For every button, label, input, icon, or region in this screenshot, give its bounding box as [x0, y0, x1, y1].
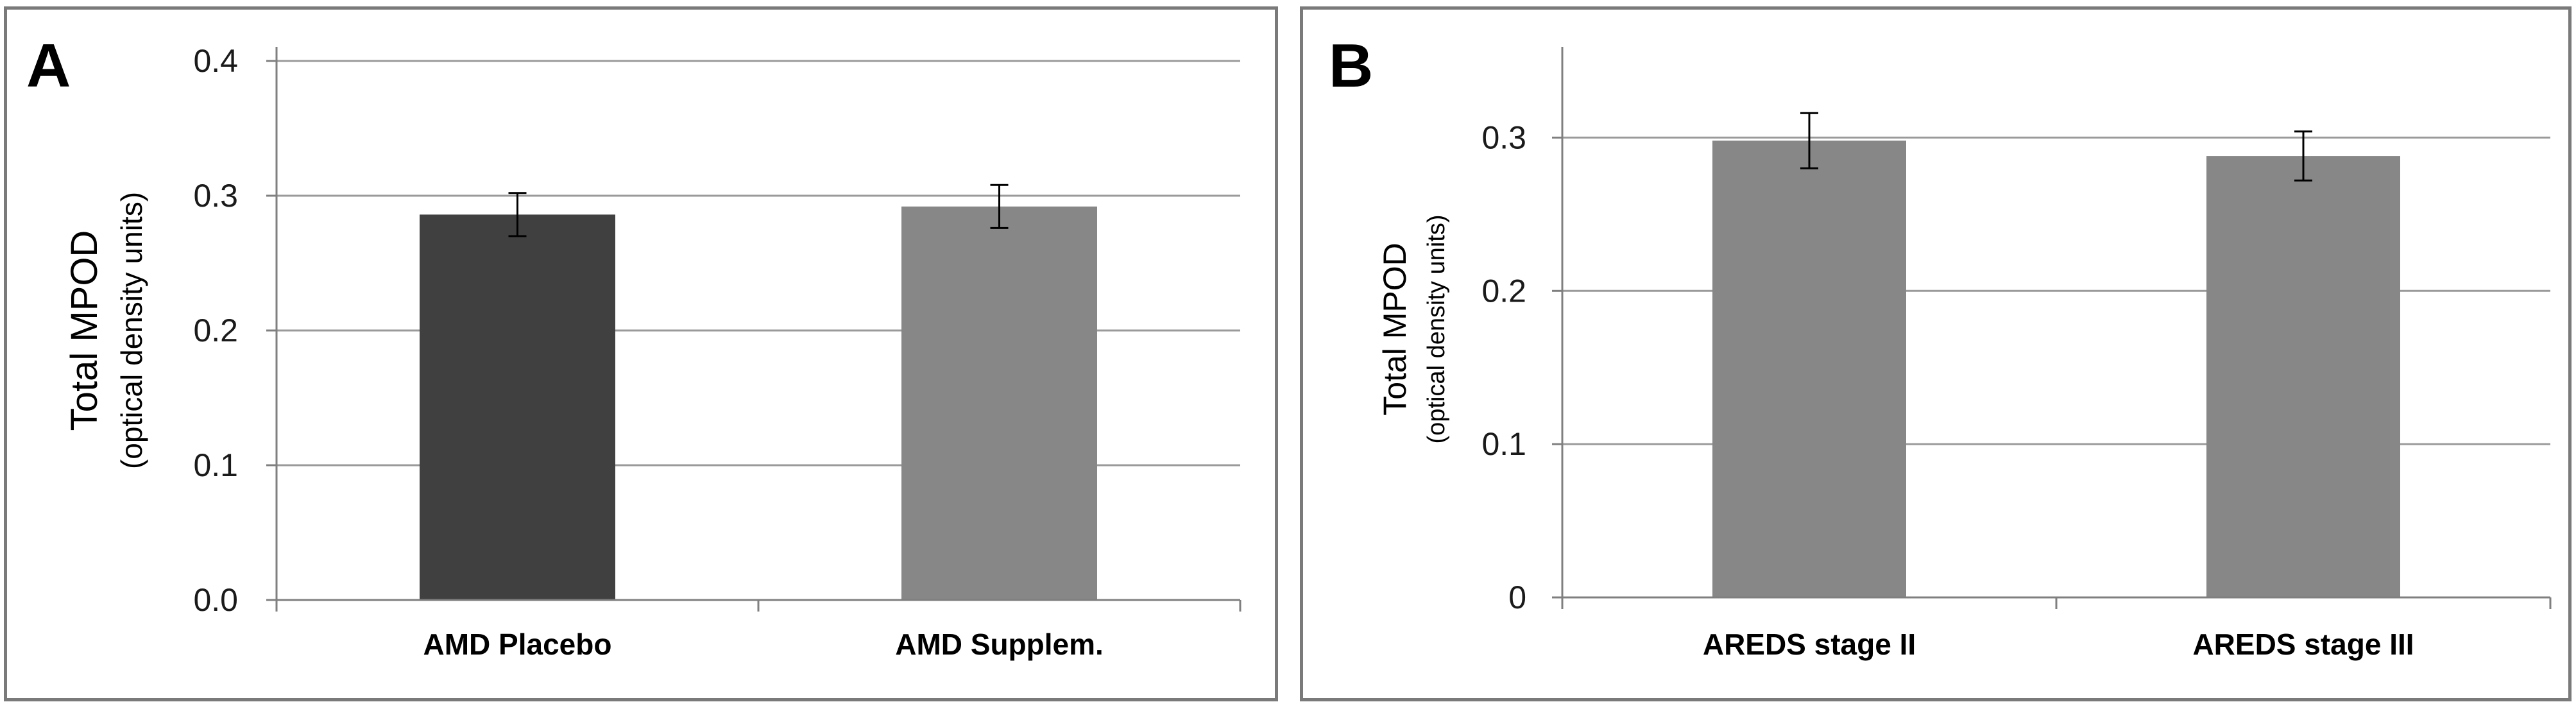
x-tick-label: AMD Supplem.: [895, 628, 1104, 661]
y-axis-title-b: Total MPOD: [1377, 243, 1413, 416]
y-tick-label: 0.4: [193, 43, 238, 79]
chart-panel-a: A 0.0 0.1 0.2 0.3 0.4 AMD Placebo AMD Supplem…: [4, 6, 1278, 701]
x-tick-label: AMD Placebo: [423, 628, 612, 661]
y-axis-title-a: Total MPOD: [64, 230, 105, 431]
bar: [2206, 156, 2400, 597]
bar: [1712, 141, 1906, 598]
y-tick-label: 0.0: [193, 582, 238, 618]
y-tick-label: 0: [1508, 579, 1526, 615]
y-tick-label: 0.3: [1481, 119, 1526, 155]
bar: [420, 214, 615, 600]
y-axis-subtitle-a: (optical density units): [115, 192, 148, 469]
x-tick-label: AREDS stage III: [2192, 628, 2414, 661]
y-axis-subtitle-b: (optical density units): [1423, 215, 1450, 444]
y-tick-label: 0.2: [193, 313, 238, 348]
chart-b-svg: B 0 0.1 0.2 0.3 AREDS stage II AREDS stage I…: [1329, 31, 2552, 661]
y-tick-label: 0.3: [193, 178, 238, 214]
panel-letter-b: B: [1329, 31, 1373, 100]
panel-letter-a: A: [26, 31, 71, 100]
y-tick-label: 0.1: [1481, 426, 1526, 462]
chart-panel-b: B 0 0.1 0.2 0.3 AREDS stage II AREDS stage I…: [1300, 6, 2572, 701]
x-tick-label: AREDS stage II: [1703, 628, 1916, 661]
bar: [901, 206, 1097, 600]
y-tick-label: 0.2: [1481, 273, 1526, 309]
chart-a-svg: A 0.0 0.1 0.2 0.3 0.4 AMD Placebo AMD Supplem…: [26, 31, 1241, 661]
y-tick-label: 0.1: [193, 447, 238, 483]
